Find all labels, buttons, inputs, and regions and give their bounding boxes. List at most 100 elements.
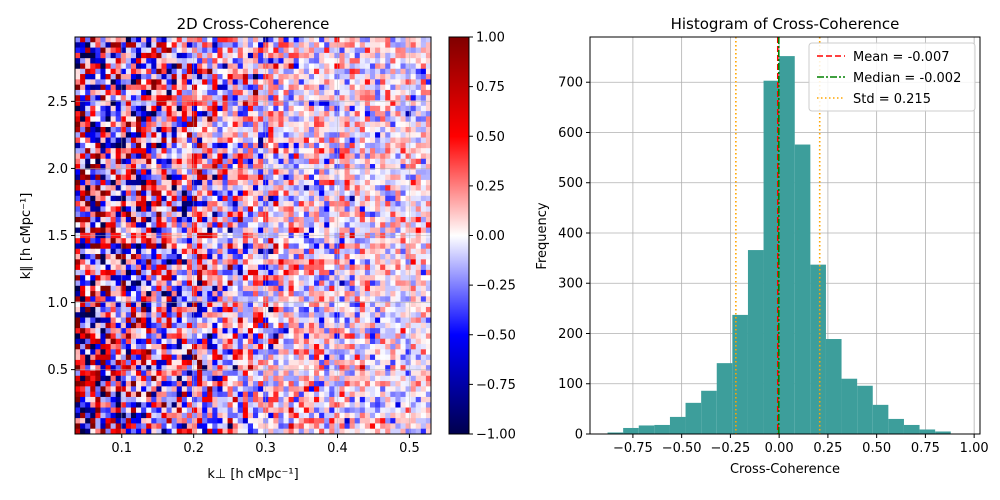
heatmap-cell [100, 259, 106, 266]
heatmap-cell [217, 407, 223, 414]
heatmap-cell [202, 195, 208, 202]
heatmap-cell [115, 280, 122, 287]
heatmap-cell [95, 328, 101, 334]
heatmap-cell [339, 312, 345, 318]
heatmap-cell [385, 47, 391, 54]
heatmap-cell [390, 190, 396, 197]
heatmap-cell [359, 169, 366, 176]
heatmap-cell [339, 333, 345, 340]
heatmap-cell [125, 116, 132, 123]
heatmap-cell [319, 68, 325, 75]
heatmap-cell [273, 121, 279, 128]
heatmap-cell [314, 148, 320, 154]
heatmap-cell [191, 105, 198, 112]
heatmap-cell [227, 158, 234, 165]
heatmap-cell [349, 153, 356, 160]
heatmap-cell [405, 142, 412, 149]
heatmap-cell [273, 185, 279, 191]
heatmap-cell [90, 126, 96, 133]
heatmap-cell [217, 317, 223, 324]
heatmap-cell [344, 185, 351, 191]
heatmap-cell [349, 68, 356, 75]
heatmap-cell [308, 116, 315, 123]
heatmap-cell [359, 344, 366, 350]
heatmap-cell [400, 179, 406, 186]
heatmap-cell [420, 79, 427, 86]
heatmap-cell [136, 84, 142, 91]
heatmap-cell [242, 301, 249, 308]
heatmap-cell [176, 301, 183, 308]
heatmap-cell [415, 349, 422, 355]
heatmap-cell [405, 126, 412, 133]
heatmap-cell [298, 153, 305, 160]
heatmap-cell [329, 42, 335, 48]
heatmap-cell [141, 74, 147, 80]
heatmap-cell [395, 74, 401, 80]
heatmap-cell [258, 333, 264, 340]
heatmap-cell [90, 264, 96, 271]
heatmap-cell [375, 407, 381, 414]
heatmap-cell [258, 312, 264, 318]
heatmap-cell [385, 381, 391, 387]
heatmap-cell [369, 174, 376, 181]
heatmap-cell [181, 132, 188, 138]
heatmap-cell [420, 296, 427, 303]
heatmap-cell [354, 84, 361, 91]
heatmap-cell [105, 312, 111, 318]
heatmap-cell [100, 111, 106, 117]
heatmap-cell [339, 227, 345, 234]
heatmap-cell [161, 227, 167, 234]
heatmap-cell [90, 74, 96, 80]
heatmap-cell [415, 111, 422, 117]
heatmap-cell [161, 74, 167, 80]
heatmap-cell [359, 338, 366, 345]
heatmap-cell [161, 264, 167, 271]
heatmap-cell [354, 74, 361, 80]
heatmap-cell [364, 137, 371, 144]
heatmap-cell [293, 164, 300, 170]
heatmap-cell [303, 116, 310, 123]
heatmap-cell [75, 291, 81, 297]
heatmap-cell [115, 227, 122, 234]
heatmap-cell [390, 338, 396, 345]
heatmap-cell [141, 248, 147, 255]
heatmap-cell [405, 89, 412, 96]
heatmap-cell [130, 148, 137, 154]
heatmap-cell [319, 142, 325, 149]
heatmap-cell [253, 269, 259, 276]
heatmap-cell [191, 375, 198, 382]
heatmap-cell [85, 285, 91, 292]
heatmap-cell [176, 275, 183, 281]
heatmap-cell [222, 42, 228, 48]
heatmap-cell [181, 216, 188, 223]
heatmap-cell [130, 254, 137, 260]
heatmap-cell [410, 238, 417, 244]
heatmap-cell [253, 89, 259, 96]
heatmap-cell [308, 179, 315, 186]
heatmap-cell [415, 42, 422, 48]
heatmap-cell [364, 238, 371, 244]
heatmap-cell [237, 370, 244, 377]
heatmap-cell [273, 164, 279, 170]
heatmap-cell [95, 42, 101, 48]
heatmap-cell [319, 322, 325, 329]
heatmap-cell [232, 333, 239, 340]
heatmap-cell [395, 37, 401, 43]
heatmap-cell [85, 211, 91, 218]
heatmap-cell [354, 238, 361, 244]
heatmap-cell [171, 259, 178, 266]
heatmap-cell [369, 269, 376, 276]
heatmap-cell [95, 148, 101, 154]
heatmap-cell [141, 359, 147, 366]
heatmap-cell [400, 216, 406, 223]
heatmap-cell [166, 248, 173, 255]
heatmap-cell [151, 89, 157, 96]
heatmap-cell [385, 222, 391, 228]
heatmap-cell [166, 169, 173, 176]
heatmap-cell [410, 328, 417, 334]
heatmap-cell [151, 222, 157, 228]
heatmap-cell [268, 52, 274, 59]
heatmap-cell [212, 105, 218, 112]
heatmap-cell [273, 153, 279, 160]
heatmap-cell [75, 148, 81, 154]
